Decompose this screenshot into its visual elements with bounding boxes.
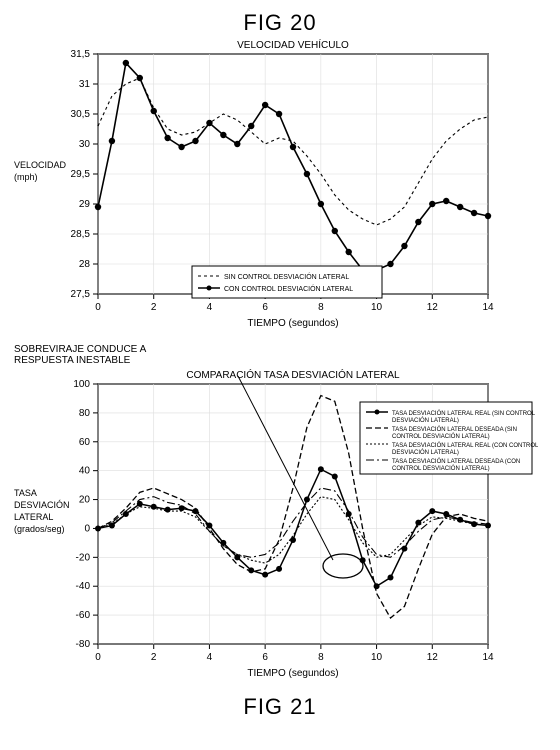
svg-text:TASA DESVIACIÓN LATERAL DESEAD: TASA DESVIACIÓN LATERAL DESEADA (CON (392, 458, 520, 465)
svg-text:30,5: 30,5 (71, 109, 91, 120)
svg-text:14: 14 (482, 302, 494, 313)
svg-text:28: 28 (79, 259, 91, 270)
svg-text:31,5: 31,5 (71, 49, 91, 60)
svg-text:10: 10 (371, 652, 383, 663)
svg-text:TASA DESVIACIÓN LATERAL REAL (: TASA DESVIACIÓN LATERAL REAL (CON CONTRO… (392, 442, 538, 449)
svg-text:COMPARACIÓN TASA DESVIACIÓN L: COMPARACIÓN TASA DESVIACIÓN LATERAL (186, 368, 400, 381)
svg-text:10: 10 (371, 302, 383, 313)
svg-text:0: 0 (95, 302, 101, 313)
svg-text:TASA: TASA (14, 488, 37, 498)
svg-text:100: 100 (73, 379, 90, 390)
svg-text:80: 80 (79, 408, 91, 419)
oversteer-annotation: SOBREVIRAJE CONDUCE A RESPUESTA INESTABL… (14, 344, 550, 366)
svg-text:29: 29 (79, 199, 91, 210)
svg-text:TIEMPO (segundos): TIEMPO (segundos) (247, 668, 338, 679)
svg-text:DESVIACIÓN LATERAL): DESVIACIÓN LATERAL) (392, 449, 459, 456)
svg-text:DESVIACIÓN: DESVIACIÓN (14, 500, 70, 510)
svg-text:CON CONTROL DESVIACIÓN LATERAL: CON CONTROL DESVIACIÓN LATERAL (224, 284, 353, 293)
svg-text:DESVIACIÓN LATERAL): DESVIACIÓN LATERAL) (392, 417, 459, 424)
svg-text:-60: -60 (76, 610, 91, 621)
svg-text:14: 14 (482, 652, 494, 663)
svg-text:20: 20 (79, 495, 91, 506)
svg-text:60: 60 (79, 437, 91, 448)
fig21-label: FIG 21 (10, 694, 550, 720)
svg-text:-80: -80 (76, 639, 91, 650)
svg-text:12: 12 (427, 302, 439, 313)
svg-text:-40: -40 (76, 581, 91, 592)
fig21-chart: COMPARACIÓN TASA DESVIACIÓN LATERAL 0 2 4 6 8… (10, 366, 550, 686)
svg-text:-20: -20 (76, 552, 91, 563)
svg-text:CONTROL DESVIACIÓN LATERAL): CONTROL DESVIACIÓN LATERAL) (392, 465, 490, 472)
svg-text:8: 8 (318, 302, 324, 313)
svg-text:2: 2 (151, 652, 157, 663)
fig20-label: FIG 20 (10, 10, 550, 36)
svg-text:0: 0 (84, 523, 90, 534)
svg-text:VELOCIDAD: VELOCIDAD (14, 160, 67, 170)
svg-text:VELOCIDAD VEHÍCULO: VELOCIDAD VEHÍCULO (237, 38, 349, 51)
svg-text:0: 0 (95, 652, 101, 663)
svg-text:(mph): (mph) (14, 172, 38, 182)
svg-text:(grados/seg): (grados/seg) (14, 524, 65, 534)
svg-text:28,5: 28,5 (71, 229, 91, 240)
svg-text:2: 2 (151, 302, 157, 313)
svg-text:12: 12 (427, 652, 439, 663)
svg-text:LATERAL: LATERAL (14, 512, 53, 522)
svg-text:TASA DESVIACIÓN LATERAL DESEAD: TASA DESVIACIÓN LATERAL DESEADA (SIN (392, 426, 517, 433)
svg-text:SIN CONTROL DESVIACIÓN LATERAL: SIN CONTROL DESVIACIÓN LATERAL (224, 272, 349, 281)
svg-text:8: 8 (318, 652, 324, 663)
svg-text:CONTROL DESVIACIÓN LATERAL): CONTROL DESVIACIÓN LATERAL) (392, 433, 490, 440)
svg-text:4: 4 (207, 652, 213, 663)
svg-text:TIEMPO (segundos): TIEMPO (segundos) (247, 318, 338, 329)
svg-text:6: 6 (262, 652, 268, 663)
svg-text:4: 4 (207, 302, 213, 313)
fig20-chart: VELOCIDAD VEHÍCULO 0 2 4 6 8 10 12 14 27,5 28 28,5 2… (10, 36, 550, 336)
svg-text:31: 31 (79, 79, 91, 90)
svg-text:TASA DESVIACIÓN LATERAL REAL (: TASA DESVIACIÓN LATERAL REAL (SIN CONTRO… (392, 410, 536, 417)
svg-text:6: 6 (262, 302, 268, 313)
svg-text:29,5: 29,5 (71, 169, 91, 180)
svg-text:30: 30 (79, 139, 91, 150)
svg-text:40: 40 (79, 466, 91, 477)
svg-text:27,5: 27,5 (71, 289, 91, 300)
